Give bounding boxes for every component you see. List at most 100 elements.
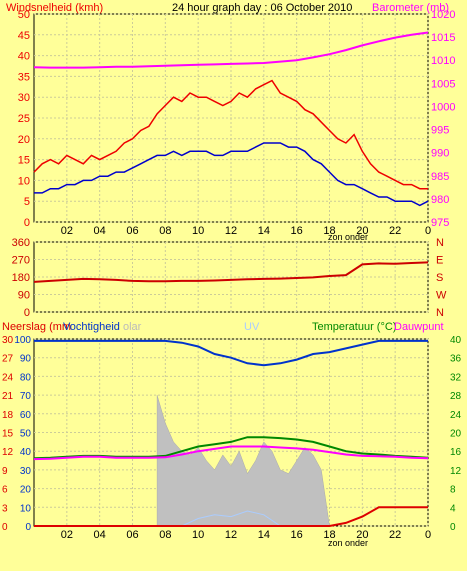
compass-tick: S xyxy=(436,272,443,284)
barometer-y-tick: 990 xyxy=(431,148,449,160)
wind-y-tick: 10 xyxy=(18,175,30,187)
compass-tick: E xyxy=(436,255,443,267)
humidity-y-tick: 10 xyxy=(20,503,32,514)
rain-y-tick: 15 xyxy=(2,429,14,440)
temperature-y-tick: 36 xyxy=(450,354,462,365)
dewpoint-line xyxy=(33,445,429,461)
x-tick-label: 04 xyxy=(94,225,106,237)
barometer-y-tick: 1005 xyxy=(431,78,455,90)
x-tick-label: 10 xyxy=(192,225,204,237)
x-tick-label: 22 xyxy=(389,529,401,541)
x-tick-label: 02 xyxy=(61,225,73,237)
wind-y-tick: 50 xyxy=(18,9,30,21)
temperature-y-tick: 20 xyxy=(450,429,462,440)
direction-y-tick: 0 xyxy=(24,307,30,319)
x-tick-label: 02 xyxy=(61,529,73,541)
x-tick-label: 0 xyxy=(425,225,431,237)
temperature-y-tick: 0 xyxy=(450,522,456,533)
compass-tick: W xyxy=(436,290,447,302)
temperature-y-tick: 32 xyxy=(450,372,462,383)
humidity-y-tick: 40 xyxy=(20,447,32,458)
x-tick-label: 12 xyxy=(225,529,237,541)
humidity-y-tick: 90 xyxy=(20,354,32,365)
rain-y-tick: 18 xyxy=(2,410,14,421)
wind-y-tick: 45 xyxy=(18,30,30,42)
compass-tick: N xyxy=(436,237,444,249)
rain-y-tick: 12 xyxy=(2,447,14,458)
x-tick-label: 20 xyxy=(356,529,368,541)
humidity-y-tick: 0 xyxy=(25,522,31,533)
solar-axis-title: olar xyxy=(123,321,142,333)
sunset-label-top: zon onder xyxy=(328,232,368,242)
chart-title: 24 hour graph day : 06 October 2010 xyxy=(172,2,352,14)
barometer-y-tick: 975 xyxy=(431,217,449,229)
x-tick-label: 16 xyxy=(291,225,303,237)
wind-y-tick: 25 xyxy=(18,113,30,125)
rain-y-tick: 24 xyxy=(2,372,14,383)
barometer-y-tick: 985 xyxy=(431,171,449,183)
wind-axis-title: Windsnelheid (kmh) xyxy=(6,2,103,14)
compass-tick: N xyxy=(436,307,444,319)
direction-y-tick: 270 xyxy=(12,255,30,267)
temperature-y-tick: 4 xyxy=(450,503,456,514)
barometer-y-tick: 980 xyxy=(431,194,449,206)
wind-y-tick: 15 xyxy=(18,155,30,167)
rain-axis-title: Neerslag (mm xyxy=(2,321,71,333)
humidity-y-tick: 60 xyxy=(20,410,32,421)
barometer-axis-title: Barometer (mb) xyxy=(372,2,449,14)
barometer-y-tick: 1015 xyxy=(431,32,455,44)
sunset-label-bottom: zon onder xyxy=(328,538,368,548)
temperature-y-tick: 40 xyxy=(450,335,462,346)
rain-y-tick: 0 xyxy=(2,522,8,533)
uv-axis-title: UV xyxy=(244,321,260,333)
x-tick-label: 14 xyxy=(258,225,270,237)
wind-y-tick: 0 xyxy=(24,217,30,229)
wind-y-tick: 30 xyxy=(18,92,30,104)
direction-y-tick: 90 xyxy=(18,290,30,302)
direction-y-tick: 180 xyxy=(12,272,30,284)
temperature-y-tick: 28 xyxy=(450,391,462,402)
wind-y-tick: 5 xyxy=(24,196,30,208)
temperature-y-tick: 8 xyxy=(450,485,456,496)
barometer-line xyxy=(33,31,429,69)
rain-y-tick: 9 xyxy=(2,466,8,477)
x-tick-label: 20 xyxy=(356,225,368,237)
humidity-line xyxy=(34,339,428,367)
x-tick-label: 06 xyxy=(126,225,138,237)
humidity-y-tick: 30 xyxy=(20,466,32,477)
x-tick-label: 22 xyxy=(389,225,401,237)
rain-y-tick: 21 xyxy=(2,391,14,402)
plot-layer: 02 04 06 08 10 12 14 16 18 20 22 002 04 06 08 10 12 14 16 1… xyxy=(2,9,462,541)
x-tick-label: 18 xyxy=(323,225,335,237)
x-tick-label: 08 xyxy=(159,529,171,541)
humidity-y-tick: 50 xyxy=(20,429,32,440)
humidity-axis-title: Vochtigheid xyxy=(63,321,120,333)
x-tick-label: 04 xyxy=(94,529,106,541)
uv-line xyxy=(181,510,281,527)
wind-direction-line xyxy=(33,261,429,283)
rain-y-tick: 27 xyxy=(2,354,14,365)
barometer-y-tick: 1010 xyxy=(431,55,455,67)
barometer-y-tick: 1020 xyxy=(431,9,455,21)
wind-average-line xyxy=(34,142,429,207)
wind-y-tick: 35 xyxy=(18,71,30,83)
humidity-y-tick: 70 xyxy=(20,391,32,402)
dewpoint-axis-title: Dauwpunt xyxy=(394,321,444,333)
x-tick-label: 18 xyxy=(323,529,335,541)
x-tick-label: 06 xyxy=(126,529,138,541)
rain-line xyxy=(34,506,428,527)
temperature-y-tick: 12 xyxy=(450,466,462,477)
x-tick-label: 10 xyxy=(192,529,204,541)
x-tick-label: 08 xyxy=(159,225,171,237)
x-tick-label: 0 xyxy=(425,529,431,541)
x-tick-label: 16 xyxy=(291,529,303,541)
humidity-y-tick: 80 xyxy=(20,372,32,383)
rain-y-tick: 3 xyxy=(2,503,8,514)
x-tick-label: 14 xyxy=(258,529,270,541)
rain-y-tick: 30 xyxy=(2,335,14,346)
wind-line xyxy=(33,79,428,190)
wind-y-tick: 20 xyxy=(18,134,30,146)
barometer-y-tick: 1000 xyxy=(431,101,455,113)
